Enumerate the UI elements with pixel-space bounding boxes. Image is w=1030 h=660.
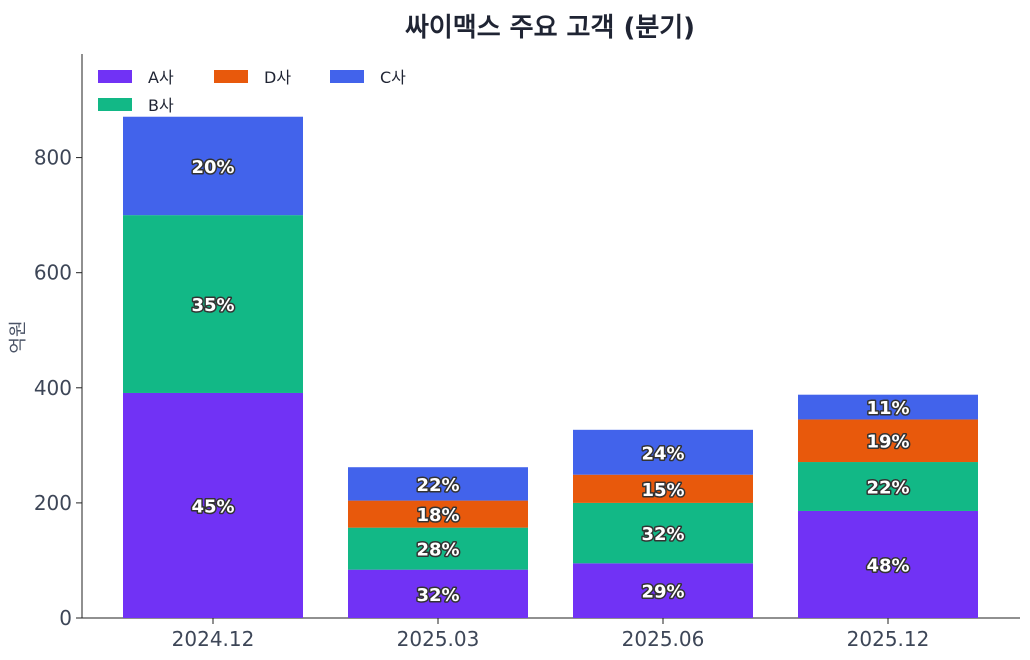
bar-data-label: 11% [866, 398, 909, 419]
legend: A사 D사 C사 B사 [98, 68, 406, 115]
bar-data-label: 32% [416, 585, 459, 606]
bar-segment [798, 510, 978, 618]
bar-segment [798, 419, 978, 463]
bar-data-label: 32% [641, 524, 684, 545]
bar-data-label: 22% [866, 477, 909, 498]
bar-data-label: 28% [416, 540, 459, 561]
bar-data-label: 35% [191, 295, 234, 316]
legend-label: B사 [148, 96, 174, 115]
legend-swatch [98, 70, 132, 83]
bar-data-label: 18% [416, 505, 459, 526]
bar-segment [348, 467, 528, 501]
legend-label: A사 [148, 68, 174, 87]
y-tick-label: 0 [59, 606, 72, 630]
x-tick-label: 2024.12 [172, 627, 255, 651]
y-tick-label: 400 [34, 376, 72, 400]
legend-swatch [214, 70, 248, 83]
bar-data-label: 22% [416, 475, 459, 496]
bar-data-label: 45% [191, 496, 234, 517]
y-tick-label: 600 [34, 261, 72, 285]
bar-data-label: 20% [191, 157, 234, 178]
y-axis-label: 억원 [8, 320, 29, 353]
bar-segment [123, 215, 303, 393]
bar-segment [348, 569, 528, 618]
x-tick-label: 2025.03 [397, 627, 480, 651]
legend-swatch [98, 98, 132, 111]
x-tick-label: 2025.06 [622, 627, 705, 651]
bar-segment [798, 462, 978, 511]
legend-label: D사 [264, 68, 291, 87]
bar-data-label: 48% [866, 555, 909, 576]
bar-segment [573, 502, 753, 564]
y-tick-label: 200 [34, 491, 72, 515]
bar-segment [348, 527, 528, 570]
bars: 45% 35% 20% 32% 28% 18% 22% 29% 32% 15% 24% 48% 22% 1… [123, 116, 978, 618]
y-tick-label: 800 [34, 146, 72, 170]
bar-segment [573, 429, 753, 475]
bar-segment [798, 394, 978, 420]
bar-data-label: 19% [866, 432, 909, 453]
bar-segment [573, 563, 753, 618]
bar-segment [573, 474, 753, 503]
bar-segment [123, 392, 303, 618]
bar-data-label: 29% [641, 582, 684, 603]
legend-swatch [330, 70, 364, 83]
bar-segment [348, 500, 528, 528]
axes: 0 200 400 600 800 2024.12 2025.03 2025.06 2025.1… [34, 54, 1020, 651]
x-tick-label: 2025.12 [847, 627, 930, 651]
chart-title: 싸이맥스 주요 고객 (분기) [405, 13, 695, 43]
bar-segment [123, 116, 303, 216]
bar-data-label: 24% [641, 443, 684, 464]
bar-data-label: 15% [641, 480, 684, 501]
legend-label: C사 [380, 68, 406, 87]
